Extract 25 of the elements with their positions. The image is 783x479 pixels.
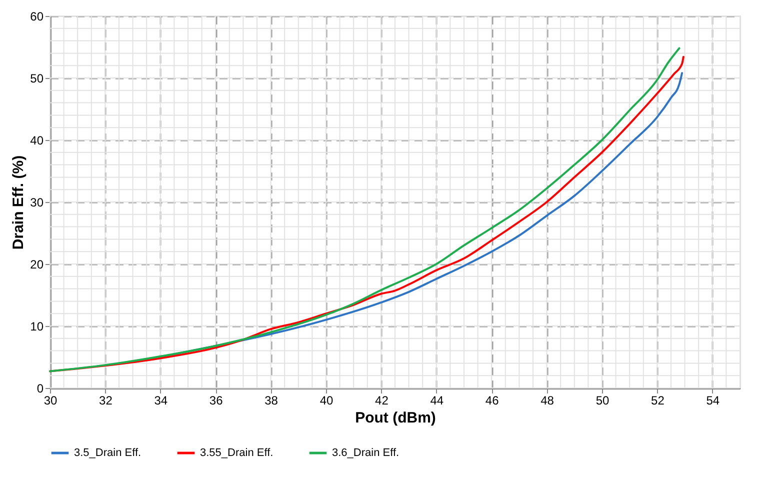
x-tick-label: 42 (375, 394, 389, 408)
x-tick-label: 32 (99, 394, 113, 408)
legend-label: 3.5_Drain Eff. (74, 447, 142, 459)
x-tick-label: 38 (264, 394, 278, 408)
x-tick-label: 46 (485, 394, 500, 408)
x-tick-label: 34 (154, 394, 168, 408)
y-tick-label: 40 (30, 134, 44, 148)
x-axis-title: Pout (dBm) (355, 410, 436, 426)
x-tick-label: 48 (540, 394, 554, 408)
y-tick-label: 30 (30, 196, 44, 210)
y-tick-label: 10 (30, 320, 44, 334)
y-tick-label: 60 (30, 10, 44, 24)
x-tick-label: 50 (596, 394, 610, 408)
y-tick-label: 0 (36, 382, 44, 396)
y-tick-label: 50 (30, 72, 44, 86)
y-tick-label: 20 (30, 258, 44, 272)
x-tick-label: 30 (44, 394, 58, 408)
x-tick-label: 40 (320, 394, 334, 408)
y-axis-title: Drain Eff. (%) (10, 155, 28, 250)
x-tick-label: 44 (430, 394, 444, 408)
x-tick-label: 54 (706, 394, 720, 408)
x-tick-label: 36 (209, 394, 224, 408)
x-tick-label: 52 (651, 394, 665, 408)
legend-label: 3.6_Drain Eff. (332, 447, 400, 459)
legend-label: 3.55_Drain Eff. (200, 447, 274, 459)
